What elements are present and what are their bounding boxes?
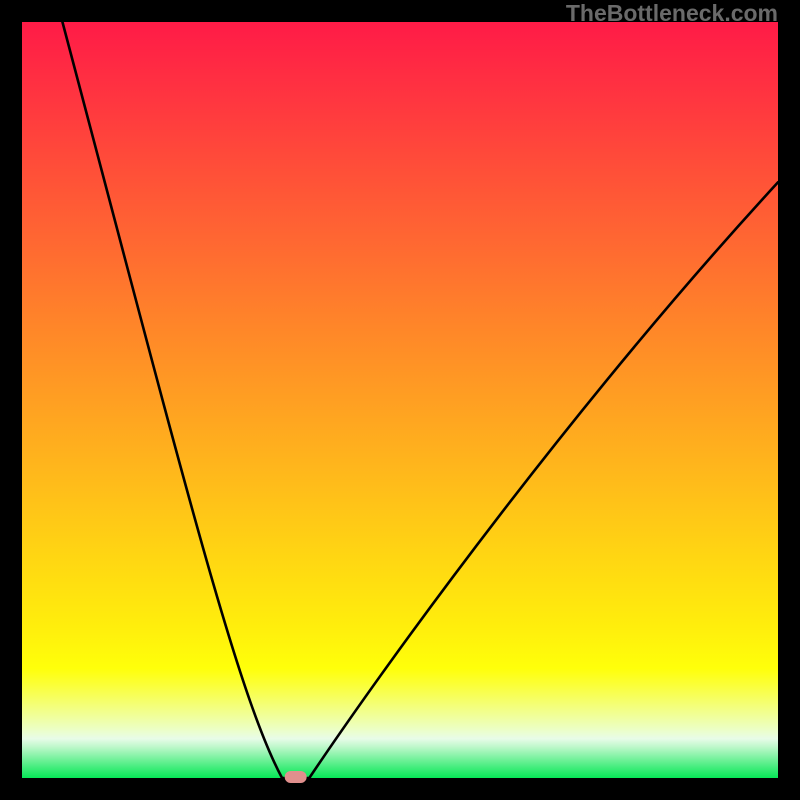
bottleneck-curve [62, 22, 778, 778]
watermark-text: TheBottleneck.com [566, 0, 778, 27]
curve-overlay [0, 0, 800, 800]
minimum-marker [285, 771, 307, 783]
chart-container: TheBottleneck.com [0, 0, 800, 800]
